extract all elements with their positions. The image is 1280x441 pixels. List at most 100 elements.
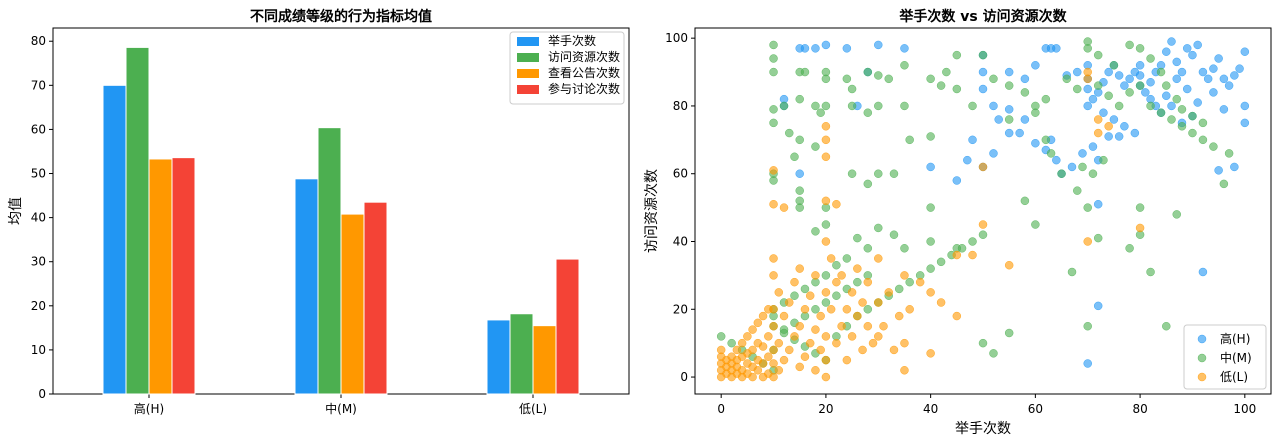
scatter-point-高(H) [1020,115,1030,124]
scatter-point-低(L) [1093,115,1103,124]
scatter-point-低(L) [811,366,820,375]
scatter-point-低(L) [926,349,935,358]
scatter-point-高(H) [1114,132,1124,141]
bar-访问资源次数-低(L) [509,313,534,395]
scatter-point-低(L) [874,332,883,341]
scatter-point-高(H) [1109,115,1119,124]
scatter-point-中(M) [1125,244,1134,253]
scatter-point-中(M) [847,101,857,111]
scatter-point-低(L) [1083,237,1092,246]
scatter-point-低(L) [905,305,914,314]
scatter-point-低(L) [952,311,962,321]
scatter-point-中(M) [1104,91,1113,101]
scatter-point-低(L) [764,352,773,361]
bar-查看公告次数-高(H) [148,158,173,395]
scatter-point-高(H) [874,40,883,50]
scatter-point-中(M) [1020,88,1030,97]
scatter-point-高(H) [1031,61,1040,70]
scatter-point-低(L) [795,362,804,372]
scatter-point-低(L) [900,271,909,280]
scatter-point-中(M) [1041,94,1051,104]
scatter-point-高(H) [1052,155,1061,165]
scatter-point-中(M) [1004,81,1014,90]
scatter-chart-y-tick-label: 0 [680,370,688,384]
scatter-point-中(M) [1031,108,1040,117]
bar-chart-x-tick-label: 低(L) [519,402,547,416]
scatter-point-低(L) [821,196,831,206]
scatter-point-高(H) [1235,64,1244,73]
scatter-point-中(M) [842,74,852,84]
scatter-point-低(L) [853,311,862,321]
bar-chart-legend-swatch [517,85,539,94]
scatter-point-中(M) [816,108,825,117]
scatter-point-低(L) [811,325,820,334]
scatter-point-低(L) [826,305,836,314]
scatter-point-低(L) [748,372,757,382]
scatter-point-中(M) [978,50,988,60]
scatter-point-中(M) [952,50,962,60]
scatter-point-中(M) [889,169,899,178]
scatter-point-高(H) [1099,108,1108,117]
scatter-point-低(L) [790,332,799,341]
scatter-point-高(H) [900,44,909,53]
scatter-point-低(L) [847,332,857,341]
scatter-point-高(H) [1172,74,1181,84]
scatter-point-高(H) [1104,132,1113,141]
scatter-point-低(L) [821,372,831,382]
scatter-point-高(H) [1188,50,1197,60]
scatter-chart-points [716,37,1250,382]
scatter-point-高(H) [1219,74,1229,84]
scatter-point-高(H) [963,155,972,165]
scatter-point-低(L) [769,271,778,280]
scatter-point-中(M) [1099,155,1108,165]
scatter-point-中(M) [1088,169,1098,178]
scatter-point-低(L) [900,338,909,348]
scatter-point-中(M) [936,81,946,90]
scatter-point-低(L) [737,338,747,348]
scatter-point-中(M) [769,105,778,114]
scatter-point-中(M) [952,84,962,94]
scatter-point-中(M) [842,254,852,263]
scatter-point-高(H) [1031,138,1040,148]
bar-chart: 不同成绩等级的行为指标均值 0 10 20 30 40 50 60 70 80 高(H) 中(M)… [8,8,630,416]
scatter-point-低(L) [748,345,757,355]
scatter-point-高(H) [1088,94,1098,104]
scatter-point-高(H) [842,44,852,53]
scatter-point-低(L) [795,264,804,273]
scatter-point-中(M) [779,101,789,111]
scatter-point-中(M) [936,257,946,267]
scatter-point-低(L) [952,250,962,260]
scatter-point-高(H) [989,149,998,158]
bar-举手次数-中(M) [294,178,319,395]
scatter-point-低(L) [1083,74,1092,84]
scatter-point-高(H) [1230,162,1239,172]
scatter-point-中(M) [957,244,967,253]
scatter-point-低(L) [837,271,846,280]
scatter-point-低(L) [879,321,888,331]
scatter-point-中(M) [863,67,873,77]
scatter-point-中(M) [874,101,883,111]
scatter-point-低(L) [847,288,857,297]
scatter-point-中(M) [821,74,831,84]
scatter-point-中(M) [821,101,831,111]
scatter-point-低(L) [779,203,789,212]
scatter-point-低(L) [837,321,846,331]
scatter-point-低(L) [863,321,873,331]
scatter-point-中(M) [1125,88,1134,97]
scatter-chart-y-ticks: 0 20 40 60 80 100 [665,31,695,384]
scatter-point-高(H) [1193,98,1202,107]
scatter-point-低(L) [774,366,784,375]
scatter-chart-y-axis-label: 访问资源次数 [644,169,660,253]
scatter-point-低(L) [805,291,815,300]
scatter-point-中(M) [1083,321,1092,331]
scatter-point-中(M) [779,325,789,334]
scatter-point-高(H) [1015,128,1024,138]
scatter-point-低(L) [884,288,893,297]
scatter-point-中(M) [790,291,799,300]
bar-chart-legend-label: 举手次数 [548,33,596,48]
scatter-point-中(M) [968,237,977,246]
scatter-point-低(L) [821,152,831,162]
scatter-point-低(L) [1004,260,1014,270]
